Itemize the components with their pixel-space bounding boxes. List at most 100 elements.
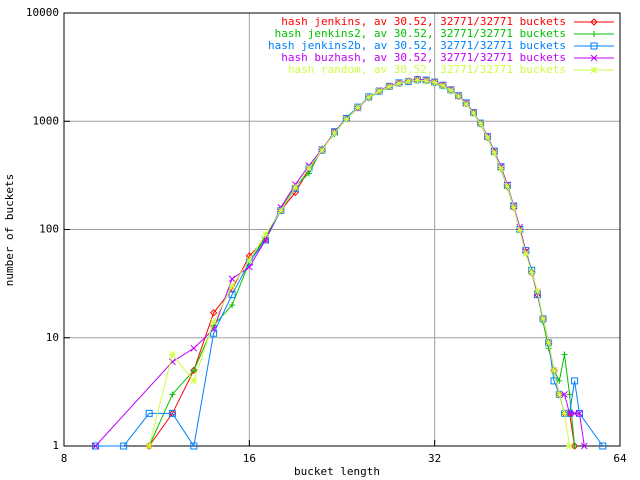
point-marker	[550, 366, 558, 374]
point-marker	[228, 282, 236, 290]
point-marker	[431, 79, 439, 86]
point-marker	[477, 120, 484, 128]
point-marker	[539, 315, 547, 323]
point-marker	[145, 409, 153, 417]
series-line	[95, 79, 604, 448]
point-marker	[190, 442, 198, 450]
point-marker	[145, 442, 153, 450]
point-marker	[318, 146, 326, 154]
y-tick-label: 1	[52, 439, 59, 452]
point-marker	[305, 164, 313, 172]
point-marker	[168, 409, 176, 417]
point-marker	[210, 318, 217, 326]
point-marker	[92, 442, 99, 450]
point-marker	[561, 390, 568, 398]
point-marker	[528, 269, 536, 276]
point-marker	[414, 76, 421, 84]
point-marker	[262, 231, 269, 238]
point-marker	[365, 94, 373, 101]
point-marker	[561, 351, 568, 358]
point-marker	[590, 54, 598, 62]
point-marker	[566, 442, 573, 450]
point-marker	[576, 410, 583, 417]
point-marker	[169, 391, 176, 398]
y-tick-label: 10000	[26, 6, 59, 19]
point-marker	[516, 227, 524, 234]
point-marker	[291, 184, 299, 191]
series-line	[95, 79, 585, 447]
x-tick-label: 16	[243, 452, 256, 465]
point-marker	[354, 104, 362, 111]
point-marker	[504, 183, 511, 190]
point-marker	[169, 351, 176, 358]
point-marker	[599, 442, 607, 450]
point-marker	[555, 390, 563, 398]
point-marker	[566, 410, 573, 417]
point-marker	[590, 66, 598, 74]
point-marker	[503, 181, 511, 189]
point-marker	[545, 339, 552, 347]
point-marker	[422, 77, 430, 85]
point-marker	[190, 344, 198, 352]
legend-label: hash jenkins, av 30.52, 32771/32771 buck…	[281, 15, 566, 28]
point-marker	[490, 149, 498, 157]
point-marker	[209, 309, 218, 317]
point-marker	[590, 18, 598, 26]
point-marker	[229, 302, 236, 309]
y-tick-label: 100	[39, 223, 59, 236]
point-marker	[539, 315, 547, 323]
point-marker	[528, 266, 536, 274]
point-marker	[343, 116, 350, 123]
point-marker	[497, 165, 505, 172]
point-marker	[566, 391, 573, 398]
series-line	[148, 78, 576, 447]
point-marker	[277, 207, 285, 214]
legend-label: hash buzhash, av 30.52, 32771/32771 buck…	[281, 51, 566, 64]
point-marker	[591, 31, 597, 37]
x-axis-label: bucket length	[294, 465, 380, 478]
point-marker	[404, 77, 412, 85]
y-axis-label: number of buckets	[3, 174, 16, 287]
point-marker	[277, 204, 285, 211]
x-tick-label: 32	[428, 452, 441, 465]
point-marker	[455, 92, 462, 100]
point-marker	[245, 263, 253, 271]
point-marker	[510, 204, 518, 211]
point-marker	[566, 409, 574, 417]
point-marker	[190, 377, 198, 385]
point-marker	[534, 287, 541, 295]
legend-label: hash jenkins2, av 30.52, 32771/32771 buc…	[275, 27, 566, 40]
point-marker	[470, 109, 477, 117]
x-tick-label: 8	[61, 452, 68, 465]
point-marker	[590, 42, 598, 50]
series-line	[148, 79, 576, 447]
point-marker	[571, 410, 578, 417]
point-marker	[404, 78, 412, 86]
point-marker	[462, 100, 470, 108]
y-tick-label: 1000	[33, 114, 60, 127]
legend-label: hash jenkins2b, av 30.52, 32771/32771 bu…	[268, 39, 566, 52]
point-marker	[91, 442, 99, 450]
point-marker	[228, 291, 236, 299]
series-line	[148, 79, 571, 447]
point-marker	[490, 147, 498, 155]
point-marker	[575, 409, 583, 417]
point-marker	[447, 86, 455, 94]
point-marker	[439, 82, 447, 90]
point-marker	[228, 275, 236, 283]
point-marker	[522, 250, 530, 257]
point-marker	[331, 129, 338, 137]
legend-label: hash random, av 30.52, 32771/32771 bucke…	[288, 63, 566, 76]
plot-frame	[63, 12, 621, 447]
point-marker	[395, 79, 403, 87]
point-marker	[484, 133, 491, 141]
point-marker	[375, 87, 383, 95]
point-marker	[245, 256, 253, 264]
point-marker	[385, 83, 393, 90]
point-marker	[580, 442, 588, 450]
point-marker	[561, 410, 568, 417]
point-marker	[516, 223, 524, 231]
point-marker	[190, 367, 197, 374]
point-marker	[571, 377, 579, 385]
